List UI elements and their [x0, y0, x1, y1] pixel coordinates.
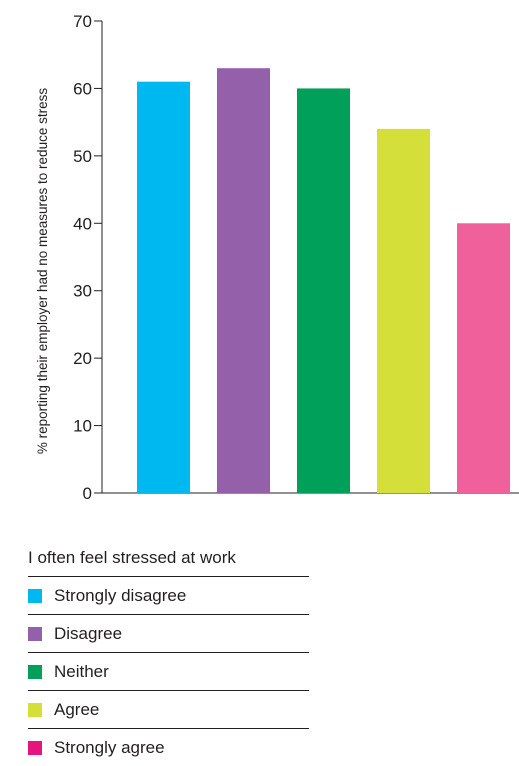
- y-tick-label: 40: [73, 214, 92, 233]
- y-tick-label: 20: [73, 349, 92, 368]
- legend-label: Strongly agree: [54, 737, 165, 757]
- legend-label: Disagree: [54, 623, 123, 643]
- legend-swatch: [28, 664, 42, 679]
- legend-item-neither: Neither: [28, 653, 309, 691]
- y-axis-label: % reporting their employer had no measur…: [35, 88, 50, 454]
- legend-title: I often feel stressed at work: [28, 544, 309, 577]
- bar-disagree: [217, 68, 270, 493]
- y-tick-label: 0: [83, 484, 92, 503]
- legend-item-strongly-agree: Strongly agree: [28, 729, 309, 766]
- legend-label: Neither: [54, 661, 109, 681]
- legend-item-agree: Agree: [28, 691, 309, 729]
- legend-label: Agree: [54, 699, 100, 719]
- legend-swatch: [28, 588, 42, 603]
- legend-swatch: [28, 740, 42, 755]
- legend: I often feel stressed at work Strongly d…: [28, 544, 309, 766]
- legend-swatch: [28, 702, 42, 717]
- bar-chart: 0 10 20 30 40 50 60 70 % reporting their employe…: [35, 12, 519, 503]
- y-tick-label: 70: [73, 12, 92, 31]
- bar-strongly-disagree: [137, 81, 190, 493]
- legend-swatch: [28, 626, 42, 641]
- bar-agree: [377, 128, 430, 493]
- bar-neither: [297, 88, 350, 493]
- y-tick-label: 30: [73, 282, 92, 301]
- y-tick-label: 50: [73, 147, 92, 166]
- legend-item-disagree: Disagree: [28, 615, 309, 653]
- bar-strongly-agree: [457, 223, 510, 494]
- y-tick-label: 60: [73, 79, 92, 98]
- y-tick-label: 10: [73, 417, 92, 436]
- legend-item-strongly-disagree: Strongly disagree: [28, 577, 309, 615]
- legend-label: Strongly disagree: [54, 585, 187, 605]
